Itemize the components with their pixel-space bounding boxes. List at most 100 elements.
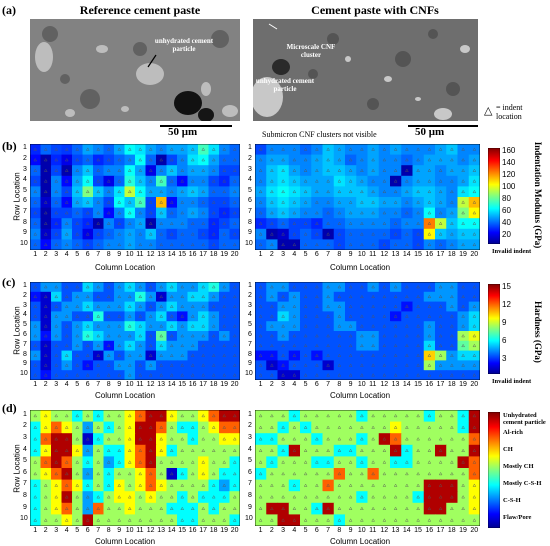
indent-marker bbox=[348, 189, 353, 193]
indent-marker bbox=[65, 189, 69, 193]
colorbar-tick-label: 20 bbox=[502, 230, 511, 239]
indent-marker bbox=[191, 363, 195, 367]
indent-marker bbox=[472, 343, 477, 347]
heatmap-cell bbox=[82, 282, 94, 293]
heatmap-cell bbox=[446, 282, 459, 293]
indent-marker bbox=[303, 425, 308, 429]
indent-marker bbox=[303, 324, 308, 328]
heatmap-cell bbox=[300, 421, 312, 434]
heatmap-cell bbox=[255, 321, 267, 332]
heatmap-cell bbox=[412, 350, 425, 361]
heatmap-cell bbox=[30, 186, 42, 198]
indent-marker bbox=[222, 334, 226, 338]
indent-marker bbox=[33, 343, 37, 347]
heatmap-cell bbox=[255, 175, 267, 187]
indent-marker bbox=[337, 483, 342, 487]
indent-marker bbox=[281, 324, 285, 328]
heatmap-cell bbox=[446, 165, 459, 177]
indent-marker bbox=[315, 413, 319, 418]
indent-marker bbox=[258, 460, 263, 464]
indent-marker bbox=[472, 460, 477, 464]
heatmap-cell bbox=[219, 291, 231, 303]
heatmap-cell bbox=[288, 421, 301, 434]
indent-marker bbox=[416, 232, 420, 236]
heatmap-cell bbox=[219, 282, 231, 293]
heatmap-cell bbox=[114, 350, 126, 361]
indent-marker bbox=[212, 448, 216, 452]
indent-marker bbox=[107, 304, 111, 308]
indent-marker bbox=[416, 242, 420, 246]
indent-marker bbox=[65, 158, 69, 162]
heatmap-cell bbox=[124, 144, 136, 156]
indent-marker bbox=[86, 242, 90, 246]
indent-marker bbox=[416, 483, 420, 487]
indent-marker bbox=[348, 334, 353, 338]
indent-marker bbox=[128, 363, 132, 367]
indent-marker bbox=[450, 518, 454, 522]
heatmap-cell bbox=[187, 340, 199, 352]
indent-marker bbox=[292, 460, 297, 464]
heatmap-cell bbox=[72, 433, 84, 446]
indent-marker bbox=[180, 221, 184, 225]
heatmap-cell bbox=[378, 228, 391, 240]
indent-marker bbox=[461, 158, 465, 162]
heatmap-cell bbox=[300, 350, 312, 361]
indent-marker bbox=[96, 471, 100, 476]
heatmap-cell bbox=[457, 502, 470, 515]
indent-marker bbox=[86, 483, 90, 487]
heatmap-cell bbox=[93, 165, 105, 177]
indent-marker bbox=[360, 413, 364, 418]
heatmap-cell bbox=[345, 186, 357, 198]
indent-marker bbox=[75, 324, 79, 328]
indent-marker bbox=[292, 304, 297, 308]
x-tick-label: 7 bbox=[326, 381, 331, 388]
heatmap-cell bbox=[300, 331, 312, 342]
indent-marker bbox=[416, 353, 420, 357]
heatmap-cell bbox=[288, 239, 301, 250]
indent-marker bbox=[472, 413, 477, 418]
indent-marker bbox=[86, 373, 90, 377]
indent-marker bbox=[382, 373, 387, 377]
heatmap-cell bbox=[208, 370, 220, 380]
x-tick-label: 1 bbox=[33, 527, 38, 534]
indent-marker bbox=[393, 285, 398, 289]
x-tick-label: 16 bbox=[188, 381, 197, 388]
heatmap-cell bbox=[156, 350, 168, 361]
heatmap-cell bbox=[468, 154, 480, 166]
heatmap-cell bbox=[187, 421, 199, 434]
indent-marker bbox=[360, 221, 364, 225]
indent-marker bbox=[138, 221, 142, 225]
heatmap-cell bbox=[446, 410, 459, 423]
indent-marker bbox=[371, 518, 375, 522]
heatmap-cell bbox=[93, 144, 105, 156]
heatmap-cell bbox=[135, 291, 147, 303]
indent-marker bbox=[33, 506, 37, 510]
heatmap-cell bbox=[333, 321, 346, 332]
indent-marker bbox=[149, 294, 153, 298]
heatmap-cell bbox=[401, 239, 414, 250]
indent-marker bbox=[159, 158, 163, 162]
indent-marker bbox=[201, 353, 205, 357]
heatmap-cell bbox=[145, 421, 157, 434]
heatmap-cell bbox=[401, 144, 414, 156]
indent-marker bbox=[416, 189, 420, 193]
indent-marker bbox=[326, 437, 330, 441]
indent-marker bbox=[472, 147, 477, 151]
heatmap-cell bbox=[390, 360, 402, 371]
indent-marker bbox=[212, 483, 216, 487]
heatmap-cell bbox=[93, 360, 105, 371]
y-tick-label: 10 bbox=[245, 515, 253, 523]
indent-marker bbox=[170, 518, 174, 522]
heatmap-cell bbox=[198, 207, 210, 219]
indent-marker bbox=[233, 232, 237, 236]
indent-marker bbox=[54, 437, 58, 441]
x-tick-label: 8 bbox=[106, 527, 111, 534]
heatmap-cell bbox=[124, 186, 136, 198]
indent-marker bbox=[326, 343, 330, 347]
indent-marker bbox=[427, 242, 432, 246]
heatmap-cell bbox=[435, 186, 447, 198]
indent-marker bbox=[281, 242, 285, 246]
indent-marker bbox=[191, 200, 195, 204]
indent-marker bbox=[371, 324, 375, 328]
indent-marker bbox=[450, 413, 454, 418]
